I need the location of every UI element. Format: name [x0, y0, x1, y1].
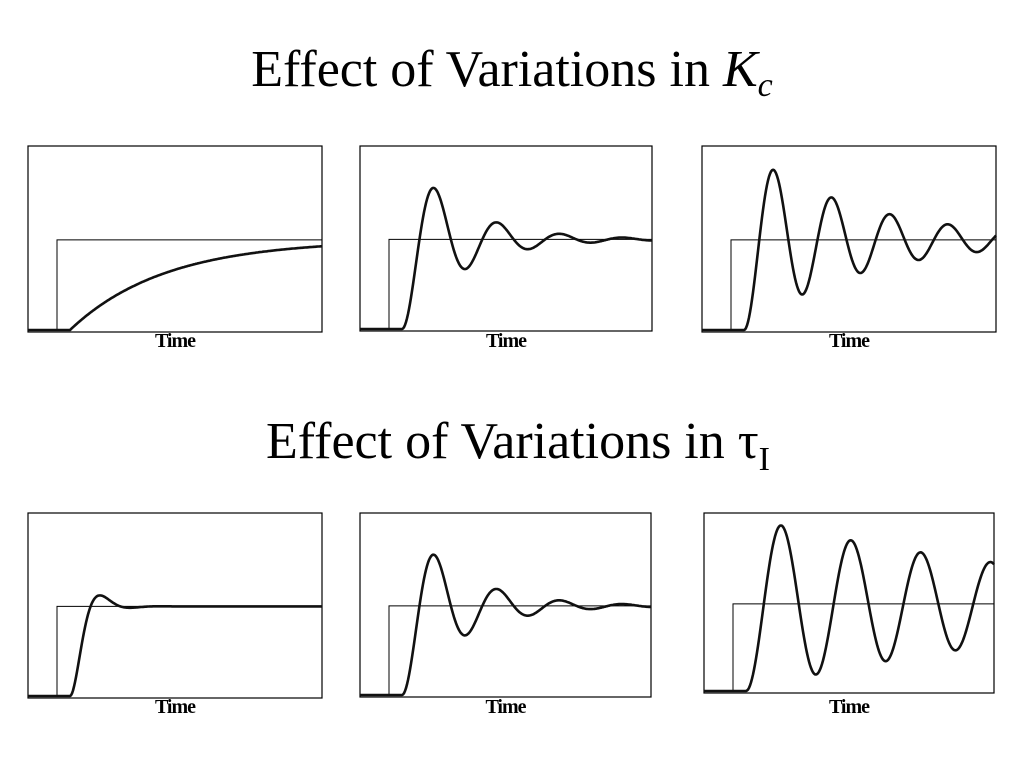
x-axis-label: Time	[485, 696, 526, 718]
response-curve	[28, 245, 323, 332]
x-axis-label: Time	[486, 330, 527, 352]
response-curve	[702, 168, 997, 332]
panel-frame	[359, 145, 653, 332]
response-curve	[360, 553, 652, 697]
panel-frame	[359, 512, 652, 698]
panel-frame	[27, 145, 323, 333]
x-axis-label: Time	[155, 330, 196, 352]
response-curve	[360, 186, 653, 331]
section-title: Effect of Variations in Kc	[251, 41, 773, 104]
setpoint-step	[360, 238, 652, 330]
setpoint-step	[360, 605, 651, 696]
x-axis-label: Time	[829, 330, 870, 352]
title-symbol: K	[722, 41, 760, 98]
x-axis-label: Time	[155, 696, 196, 718]
title-subscript: c	[758, 67, 773, 104]
title-text: Effect of Variations in	[266, 413, 738, 470]
response-curve	[704, 524, 995, 693]
section-title: Effect of Variations in τI	[266, 413, 770, 478]
x-axis-label: Time	[829, 696, 870, 718]
setpoint-step	[28, 605, 322, 697]
setpoint-step	[28, 239, 322, 331]
response-curve	[28, 594, 323, 698]
panel-frame	[701, 145, 997, 333]
title-symbol: τ	[738, 413, 759, 470]
panel-frame	[703, 512, 995, 694]
title-subscript: I	[759, 441, 770, 478]
title-text: Effect of Variations in	[251, 41, 723, 98]
